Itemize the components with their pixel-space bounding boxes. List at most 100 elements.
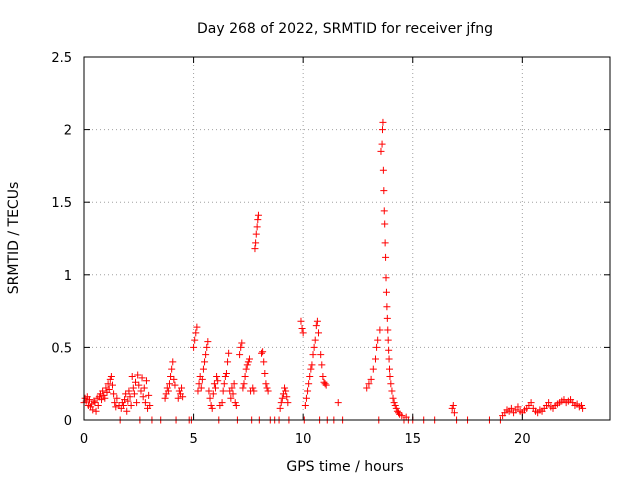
data-point bbox=[110, 390, 118, 398]
data-point bbox=[169, 358, 177, 366]
data-point bbox=[111, 399, 119, 407]
data-point bbox=[389, 394, 397, 402]
data-point bbox=[231, 399, 239, 407]
data-point bbox=[379, 166, 387, 174]
plot-frame bbox=[83, 56, 611, 421]
data-point bbox=[383, 314, 391, 322]
data-point bbox=[398, 412, 406, 420]
data-point bbox=[132, 378, 140, 386]
data-point bbox=[164, 387, 172, 395]
data-point bbox=[319, 372, 327, 380]
data-point bbox=[126, 393, 134, 401]
data-point bbox=[100, 391, 108, 399]
data-point bbox=[578, 401, 586, 409]
data-point bbox=[284, 399, 292, 407]
data-point bbox=[89, 406, 97, 414]
data-point bbox=[299, 329, 307, 337]
data-point bbox=[230, 380, 238, 388]
data-point bbox=[545, 399, 553, 407]
x-tick-label: 10 bbox=[295, 432, 312, 447]
data-point bbox=[190, 343, 198, 351]
data-point bbox=[141, 399, 149, 407]
data-point bbox=[254, 211, 262, 219]
data-point bbox=[384, 326, 392, 334]
data-point bbox=[363, 384, 371, 392]
data-point bbox=[225, 349, 233, 357]
data-point bbox=[202, 351, 210, 359]
data-point bbox=[236, 351, 244, 359]
data-point bbox=[224, 358, 232, 366]
data-point bbox=[204, 338, 212, 346]
x-axis-title: GPS time / hours bbox=[286, 459, 403, 475]
data-point bbox=[311, 336, 319, 344]
data-point bbox=[259, 348, 267, 356]
data-point bbox=[304, 387, 312, 395]
data-point bbox=[252, 230, 260, 238]
data-point bbox=[306, 372, 314, 380]
data-point bbox=[122, 390, 130, 398]
data-point bbox=[139, 393, 147, 401]
data-point bbox=[161, 394, 169, 402]
data-point bbox=[260, 358, 268, 366]
data-point bbox=[125, 387, 133, 395]
data-point bbox=[167, 372, 175, 380]
data-point bbox=[298, 325, 306, 333]
data-point bbox=[244, 358, 252, 366]
y-tick-label: 0 bbox=[64, 414, 72, 429]
data-point bbox=[128, 372, 136, 380]
data-point bbox=[145, 391, 153, 399]
data-point bbox=[254, 216, 262, 224]
data-point bbox=[379, 118, 387, 126]
y-tick-label: 1 bbox=[64, 269, 72, 284]
data-point bbox=[138, 374, 146, 382]
y-tick-labels: 0 0.5 1 1.5 2 2.5 bbox=[51, 51, 72, 429]
data-point bbox=[281, 384, 289, 392]
data-point bbox=[201, 358, 209, 366]
data-point bbox=[195, 380, 203, 388]
data-point bbox=[385, 355, 393, 363]
y-tick-label: 2.5 bbox=[51, 51, 72, 66]
data-point bbox=[262, 380, 270, 388]
data-point bbox=[237, 343, 245, 351]
data-point bbox=[386, 372, 394, 380]
data-point bbox=[250, 387, 258, 395]
data-point bbox=[133, 399, 141, 407]
data-point bbox=[317, 351, 325, 359]
data-point bbox=[106, 375, 114, 383]
data-point bbox=[282, 387, 290, 395]
data-point bbox=[107, 372, 115, 380]
data-point bbox=[382, 253, 390, 261]
data-point bbox=[302, 394, 310, 402]
data-point bbox=[129, 384, 137, 392]
data-point bbox=[383, 303, 391, 311]
data-point bbox=[380, 187, 388, 195]
data-point bbox=[229, 390, 237, 398]
chart-title: Day 268 of 2022, SRMTID for receiver jfn… bbox=[197, 21, 493, 37]
data-point bbox=[448, 404, 456, 412]
x-tick-labels: 0 5 10 15 20 bbox=[80, 432, 531, 447]
data-point bbox=[369, 365, 377, 373]
data-point bbox=[386, 365, 394, 373]
data-point bbox=[137, 387, 145, 395]
data-point bbox=[197, 384, 205, 392]
data-point bbox=[121, 396, 129, 404]
data-point bbox=[90, 397, 98, 405]
data-point bbox=[228, 384, 236, 392]
data-point bbox=[134, 371, 142, 379]
data-point bbox=[205, 387, 213, 395]
grid-lines bbox=[84, 57, 610, 420]
data-point bbox=[261, 370, 269, 378]
data-point bbox=[209, 390, 217, 398]
data-point bbox=[238, 339, 246, 347]
data-point bbox=[99, 387, 107, 395]
data-point bbox=[318, 361, 326, 369]
x-tick-label: 20 bbox=[514, 432, 531, 447]
data-point bbox=[307, 365, 315, 373]
data-point bbox=[165, 380, 173, 388]
data-point bbox=[283, 393, 291, 401]
data-point bbox=[387, 380, 395, 388]
data-point bbox=[390, 399, 398, 407]
data-point bbox=[123, 407, 131, 415]
data-point bbox=[243, 361, 251, 369]
